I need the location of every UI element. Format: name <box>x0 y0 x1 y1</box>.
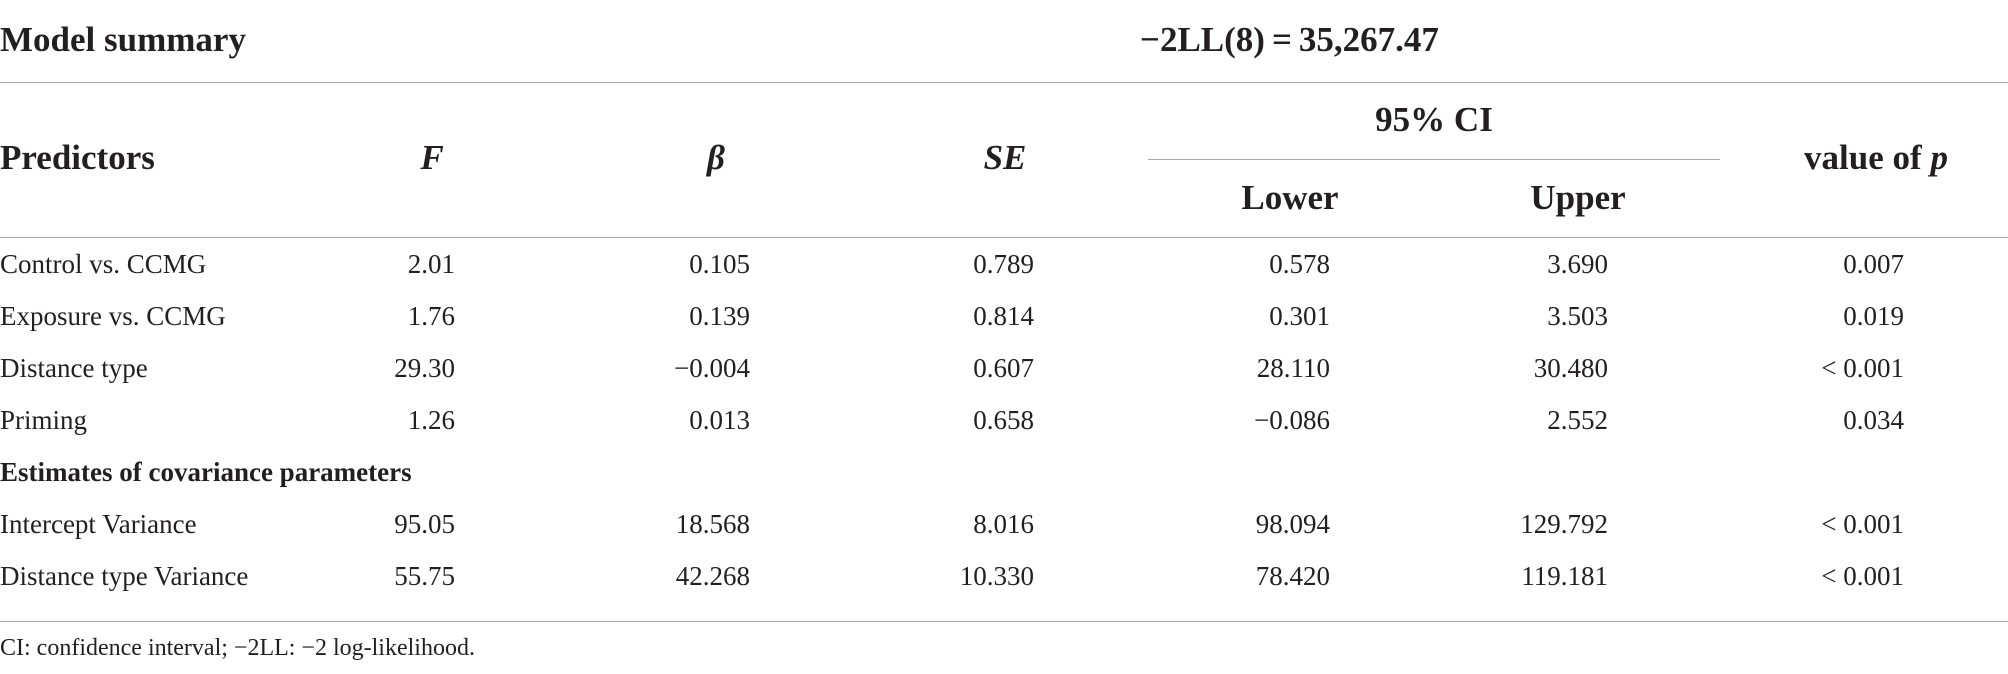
header-ci: 95% CI <box>1375 100 1493 139</box>
cell-se: 0.658 <box>973 405 1034 435</box>
cell-beta: 18.568 <box>675 509 750 539</box>
cell-lower: −0.086 <box>1254 405 1330 435</box>
cell-beta: 0.105 <box>689 249 750 279</box>
cell-beta: 0.139 <box>689 301 750 331</box>
header-beta: β <box>707 138 725 177</box>
cell-p: < 0.001 <box>1821 561 1904 591</box>
header-predictors: Predictors <box>0 138 155 177</box>
bottom-rule <box>0 621 2008 622</box>
header-p: value of p <box>1776 138 1976 178</box>
section-label-covariance: Estimates of covariance parameters <box>0 457 412 487</box>
cell-f: 29.30 <box>394 353 455 383</box>
cell-p: < 0.001 <box>1821 509 1904 539</box>
cell-se: 0.607 <box>973 353 1034 383</box>
cell-f: 2.01 <box>407 249 455 279</box>
row-label: Priming <box>0 405 88 435</box>
cell-lower: 78.420 <box>1255 561 1330 591</box>
cell-lower: 0.301 <box>1269 301 1330 331</box>
row-label: Control vs. CCMG <box>0 249 207 279</box>
model-summary-label: Model summary <box>0 20 246 59</box>
cell-beta: 42.268 <box>675 561 750 591</box>
model-summary-value: −2LL(8) = 35,267.47 <box>1140 20 1439 59</box>
cell-upper: 129.792 <box>1520 509 1608 539</box>
cell-lower: 0.578 <box>1269 249 1330 279</box>
cell-f: 55.75 <box>394 561 455 591</box>
table-footnote: CI: confidence interval; −2LL: −2 log-li… <box>0 635 475 661</box>
cell-p: 0.034 <box>1843 405 1904 435</box>
header-p-prefix: value of <box>1804 138 1931 177</box>
header-upper: Upper <box>1530 178 1626 217</box>
cell-se: 8.016 <box>973 509 1034 539</box>
row-label: Distance type <box>0 353 148 383</box>
cell-beta: −0.004 <box>674 353 750 383</box>
cell-se: 0.814 <box>973 301 1034 331</box>
cell-p: 0.007 <box>1843 249 1904 279</box>
cell-upper: 3.690 <box>1547 249 1608 279</box>
cell-upper: 119.181 <box>1521 561 1608 591</box>
row-label: Intercept Variance <box>0 509 197 539</box>
row-label: Distance type Variance <box>0 561 249 591</box>
cell-upper: 2.552 <box>1547 405 1608 435</box>
cell-beta: 0.013 <box>689 405 750 435</box>
cell-f: 1.26 <box>407 405 455 435</box>
cell-lower: 98.094 <box>1255 509 1330 539</box>
header-se: SE <box>983 138 1027 177</box>
ci-rule <box>1148 159 1720 160</box>
top-rule <box>0 82 2008 83</box>
cell-p: < 0.001 <box>1821 353 1904 383</box>
cell-upper: 30.480 <box>1533 353 1608 383</box>
cell-f: 1.76 <box>407 301 455 331</box>
cell-p: 0.019 <box>1843 301 1904 331</box>
cell-se: 0.789 <box>973 249 1034 279</box>
header-lower: Lower <box>1241 178 1339 217</box>
header-rule <box>0 237 2008 238</box>
row-label: Exposure vs. CCMG <box>0 301 226 331</box>
cell-se: 10.330 <box>959 561 1034 591</box>
cell-lower: 28.110 <box>1256 353 1330 383</box>
header-p-var: p <box>1930 138 1948 177</box>
cell-f: 95.05 <box>394 509 455 539</box>
cell-upper: 3.503 <box>1547 301 1608 331</box>
header-f: F <box>420 138 444 177</box>
